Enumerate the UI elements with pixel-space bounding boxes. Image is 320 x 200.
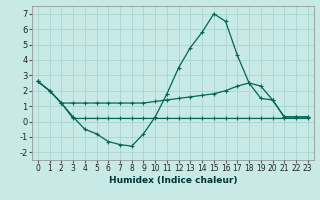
X-axis label: Humidex (Indice chaleur): Humidex (Indice chaleur) <box>108 176 237 185</box>
